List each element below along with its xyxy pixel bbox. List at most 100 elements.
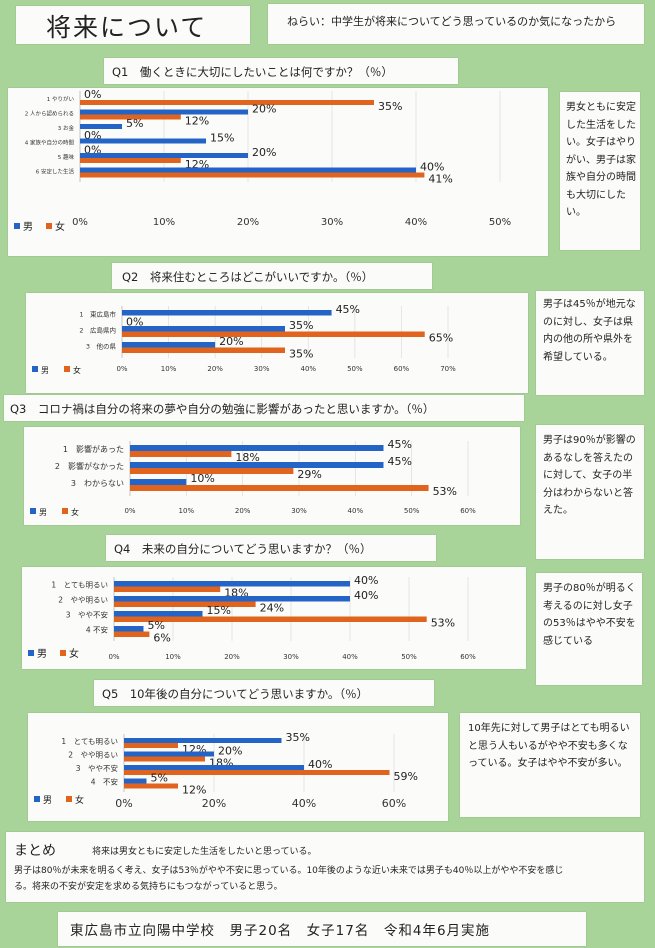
category-label: 6 安定した生活: [36, 168, 75, 176]
x-tick-label: 0%: [72, 217, 88, 228]
x-tick-label: 30%: [321, 217, 343, 228]
summary-line-1: 将来は男女ともに安定した生活をしたいと思っている。: [92, 847, 317, 857]
legend-label-male: 男: [43, 795, 52, 806]
x-tick-label: 10%: [179, 507, 195, 515]
data-label-female: 53%: [433, 485, 457, 498]
q2-title-box: [112, 263, 432, 289]
legend-label-male: 男: [37, 648, 47, 660]
category-label: 1 やりがい: [47, 95, 75, 103]
data-label-male: 45%: [336, 303, 360, 316]
bar-male: [80, 109, 248, 115]
q1-title-box: [104, 58, 458, 84]
bar-male: [122, 310, 332, 316]
q3-comment: 男子は90％が影響のあるなしを答えたのに対して、女子の半分はわからないと答えた。: [543, 435, 636, 516]
bar-male: [124, 738, 282, 743]
legend-label-male: 男: [41, 366, 49, 375]
bar-female: [80, 158, 181, 163]
bar-female: [114, 601, 256, 607]
category-label: 2 広島県内: [79, 326, 116, 335]
bar-female: [130, 485, 429, 491]
bar-female: [124, 783, 178, 789]
legend-label-female: 女: [73, 365, 81, 375]
data-label-male: 5%: [148, 619, 165, 632]
x-tick-label: 10%: [165, 653, 181, 661]
data-label-male: 5%: [126, 117, 143, 130]
q1-comment-box: [560, 92, 640, 250]
legend-label-female: 女: [71, 507, 79, 517]
q2-title: Q2 将来住むところはどこがいいですか。（％）: [122, 270, 374, 284]
x-tick-label: 20%: [202, 797, 226, 810]
data-label-female: 12%: [185, 115, 209, 128]
x-tick-label: 40%: [348, 507, 364, 515]
x-tick-label: 60%: [460, 653, 476, 661]
bar-male: [114, 611, 203, 617]
data-label-male: 20%: [252, 146, 276, 159]
bar-male: [80, 167, 416, 173]
data-label-female: 41%: [428, 173, 452, 186]
legend-swatch-male: [34, 796, 40, 802]
data-label-female: 6%: [153, 632, 170, 645]
x-tick-label: 10%: [161, 365, 177, 373]
data-label-male: 20%: [218, 745, 242, 758]
data-label-male: 15%: [210, 132, 234, 145]
category-label: 1 影響があった: [63, 444, 124, 454]
x-tick-label: 50%: [404, 507, 420, 515]
q1-title: Q1 働くときに大切にしたいことは何ですか？（％）: [112, 65, 393, 79]
category-label: 4 不安: [91, 777, 119, 787]
data-label-male: 5%: [151, 772, 168, 785]
legend-label-female: 女: [75, 794, 84, 806]
bar-female: [80, 100, 374, 105]
legend-swatch-male: [14, 223, 20, 229]
legend-label-female: 女: [55, 220, 65, 233]
x-tick-label: 70%: [440, 365, 456, 373]
data-label-female: 29%: [297, 468, 321, 481]
q4-chart: 0% 10% 20% 30% 40% 50% 60%1 とても明るい 40%18%2 やや明る…: [28, 574, 476, 661]
data-label-female: 53%: [431, 617, 455, 630]
data-label-male: 40%: [354, 574, 378, 587]
data-label-male: 40%: [354, 589, 378, 602]
bar-female: [122, 347, 285, 353]
category-label: 2 人から認められる: [25, 110, 74, 118]
bar-male: [80, 124, 122, 129]
bar-female: [124, 770, 390, 775]
x-tick-label: 20%: [224, 653, 240, 661]
bar-male: [124, 765, 304, 770]
x-tick-label: 30%: [254, 365, 270, 373]
category-label: 1 東広島市: [79, 310, 116, 319]
x-tick-label: 40%: [342, 653, 358, 661]
x-tick-label: 30%: [283, 653, 299, 661]
category-label: 4 家族や自分の時間: [25, 139, 75, 147]
x-tick-label: 30%: [291, 507, 307, 515]
bar-female: [122, 331, 425, 337]
q3-title-box: [4, 395, 524, 421]
data-label-male: 10%: [190, 472, 214, 485]
q3-chart: 0% 10% 20% 30% 40% 50% 60% 1 影響があった 45% 18% 2 影響がな…: [30, 438, 476, 517]
q5-comment-box: [460, 713, 640, 817]
bar-male: [114, 581, 350, 587]
data-label-male: 0%: [84, 88, 101, 101]
x-tick-label: 50%: [401, 653, 417, 661]
data-label-male: 20%: [252, 103, 276, 116]
data-label-female: 35%: [378, 100, 402, 113]
q5-title: Q5 10年後の自分についてどう思いますか。（％）: [102, 687, 369, 701]
q1-chart: 0% 10% 20% 30% 40% 50% 1 やりがい 0% 35% 2 人から認められる 20…: [14, 88, 511, 233]
q5-title-box: [94, 680, 434, 706]
bar-female: [124, 743, 178, 748]
category-label: 4 不安: [86, 625, 109, 635]
data-label-male: 35%: [286, 731, 310, 744]
title-box: [16, 6, 250, 44]
x-tick-label: 40%: [292, 797, 316, 810]
category-label: 5 趣味: [58, 153, 75, 161]
category-label: 3 他の県: [86, 342, 117, 351]
legend-label-male: 男: [39, 508, 47, 517]
x-tick-label: 0%: [108, 653, 119, 661]
data-label-female: 65%: [429, 332, 453, 345]
q4-comment-box: [536, 573, 642, 685]
category-label: 3 やや不安: [66, 610, 109, 620]
x-tick-label: 20%: [237, 217, 259, 228]
summary-heading: まとめ: [14, 843, 56, 859]
data-label-female: 24%: [260, 602, 284, 615]
bar-male: [130, 479, 187, 485]
summary-line-3: る。将来の不安が安定を求める気持ちにもつながっていると思う。: [14, 882, 283, 892]
q4-title-box: [106, 535, 436, 561]
